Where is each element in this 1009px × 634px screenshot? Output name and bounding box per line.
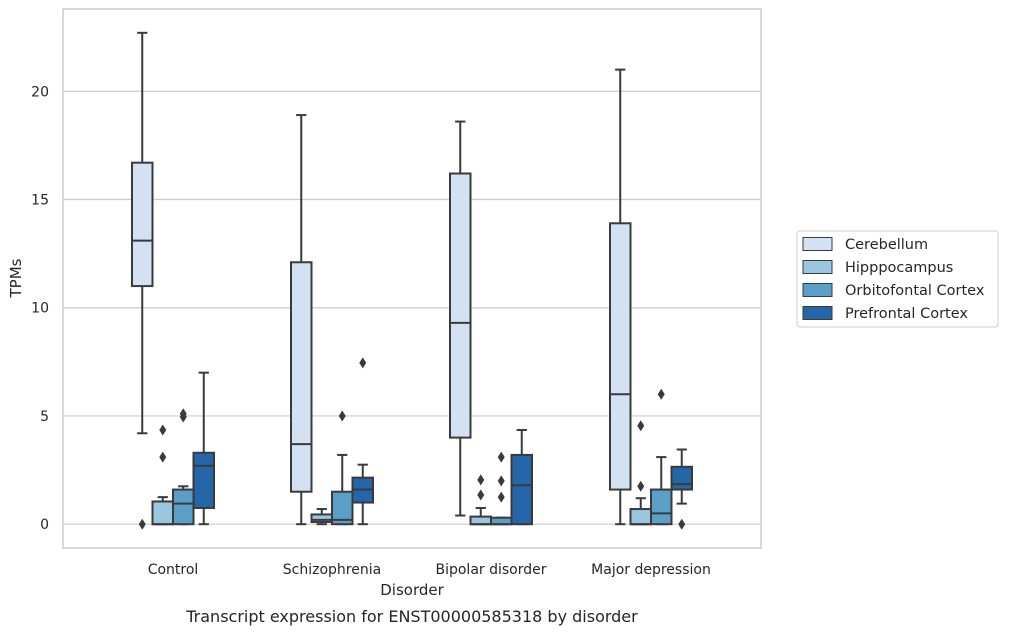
outlier-point: [477, 474, 485, 486]
box-body: [510, 453, 533, 526]
box-body: [310, 513, 333, 524]
legend-swatch: [802, 283, 833, 297]
box-0-1: [151, 424, 174, 526]
box-body: [290, 261, 313, 493]
box-body: [449, 172, 472, 439]
box-3-1: [629, 420, 652, 526]
plot-area-background: [63, 9, 761, 548]
box-1-3: [351, 357, 374, 526]
outlier-point: [637, 480, 645, 492]
outlier-point: [497, 491, 505, 503]
box-3-2: [650, 388, 673, 526]
box-body: [609, 222, 632, 491]
box-body: [192, 451, 215, 509]
x-tick-label: Bipolar disorder: [435, 562, 546, 578]
y-tick-label: 20: [31, 84, 49, 100]
box-body: [629, 508, 652, 526]
box-body: [172, 488, 195, 526]
outlier-point: [138, 518, 146, 530]
legend-entries: Cerebellum Hipppocampus Orbitofontal Corte…: [802, 237, 985, 322]
box-body: [650, 488, 673, 526]
box-body: [670, 465, 693, 491]
box-body: [131, 161, 154, 288]
y-tick-label: 5: [40, 409, 49, 425]
box-series: [131, 31, 693, 530]
y-tick-label: 10: [31, 301, 49, 317]
box-body: [151, 500, 174, 526]
outlier-point: [678, 518, 686, 530]
box-2-2: [490, 451, 513, 526]
outlier-point: [637, 420, 645, 432]
x-tick-label: Control: [148, 562, 199, 578]
box-3-3: [670, 448, 693, 530]
box-1-0: [290, 114, 313, 526]
legend-label: Hipppocampus: [845, 260, 953, 276]
y-tick-label: 15: [31, 192, 49, 208]
outlier-point: [179, 408, 187, 420]
legend: Cerebellum Hipppocampus Orbitofontal Corte…: [796, 230, 999, 328]
legend-label: Orbitofontal Cortex: [845, 283, 985, 299]
outlier-point: [159, 451, 167, 463]
outlier-point: [497, 475, 505, 487]
y-tick-label: 0: [40, 517, 49, 533]
x-tick-label: Schizophrenia: [283, 562, 381, 578]
legend-swatch: [802, 260, 833, 274]
outlier-point: [657, 388, 665, 400]
box-3-0: [609, 68, 632, 526]
outlier-point: [359, 357, 367, 369]
legend-swatch: [802, 237, 833, 251]
box-0-2: [172, 408, 195, 526]
box-0-0: [131, 31, 154, 530]
x-tick-label: Major depression: [591, 562, 711, 578]
outlier-point: [338, 410, 346, 422]
outlier-point: [497, 451, 505, 463]
box-0-3: [192, 371, 215, 526]
chart-caption: Transcript expression for ENST0000058531…: [185, 607, 638, 626]
box-2-3: [510, 429, 533, 526]
outlier-point: [159, 424, 167, 436]
legend-label: Prefrontal Cortex: [845, 306, 968, 322]
y-axis-label: TPMs: [7, 258, 25, 298]
x-axis-label: Disorder: [380, 581, 444, 599]
y-tick-labels: 0 5 10 15 20: [31, 84, 49, 533]
x-tick-labels: Control Schizophrenia Bipolar disorder Majo…: [148, 562, 711, 578]
legend-frame: [796, 230, 999, 328]
box-body: [469, 515, 492, 526]
box-2-0: [449, 120, 472, 517]
box-body: [331, 490, 354, 526]
outlier-point: [477, 489, 485, 501]
legend-swatch: [802, 306, 833, 320]
plot-area-frame: [62, 8, 762, 549]
box-1-2: [331, 410, 354, 526]
legend-label: Cerebellum: [845, 237, 928, 253]
